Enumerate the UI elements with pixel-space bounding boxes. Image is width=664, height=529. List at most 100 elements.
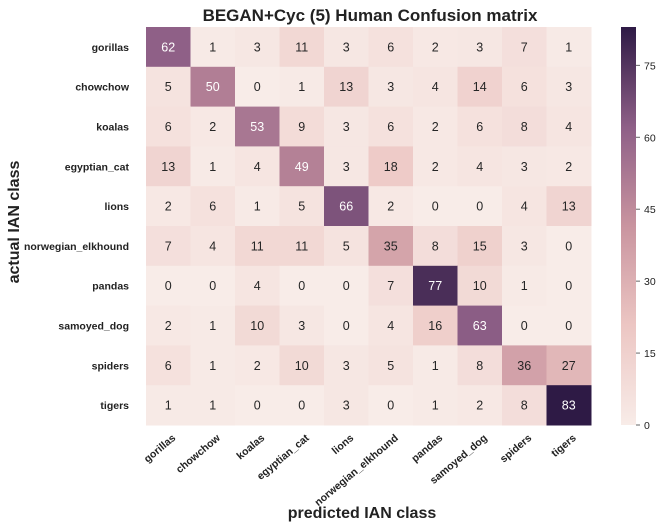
cell-value-label: 1 [209, 40, 216, 54]
heatmap-cell [190, 106, 236, 147]
heatmap-cell [457, 305, 503, 346]
heatmap-cell [457, 186, 503, 227]
heatmap-cell [502, 226, 547, 267]
heatmap-cell [457, 106, 503, 147]
cell-value-label: 6 [209, 200, 216, 214]
heatmap-cell [190, 385, 236, 426]
cell-value-label: 2 [432, 40, 439, 54]
heatmap-cell [146, 345, 191, 386]
heatmap-cell [279, 265, 325, 307]
cell-value-label: 36 [517, 359, 531, 373]
heatmap-cell [368, 66, 414, 108]
cell-value-label: 3 [254, 40, 261, 54]
cell-value-label: 1 [165, 399, 172, 413]
heatmap-cell [457, 226, 503, 267]
cell-value-label: 1 [432, 399, 439, 413]
cell-value-label: 10 [250, 319, 264, 333]
heatmap-cell [146, 106, 191, 147]
heatmap-cell [546, 27, 592, 68]
heatmap-cell [457, 345, 503, 386]
cell-value-label: 6 [387, 120, 394, 134]
y-tick-label: spiders [92, 360, 130, 372]
cell-value-label: 3 [343, 160, 350, 174]
heatmap-cell [368, 106, 414, 147]
cell-value-label: 0 [565, 319, 572, 333]
cell-value-label: 9 [298, 120, 305, 134]
cell-value-label: 50 [206, 80, 220, 94]
heatmap-cell [190, 186, 236, 227]
y-axis-label: actual IAN class [6, 161, 23, 284]
x-tick-label: norwegian_elkhound [313, 432, 401, 509]
cell-value-label: 8 [521, 120, 528, 134]
heatmap-cell [146, 305, 191, 346]
cell-value-label: 16 [428, 319, 442, 333]
y-tick-label: norwegian_elkhound [24, 241, 129, 253]
cell-value-label: 7 [521, 40, 528, 54]
cell-value-label: 0 [432, 200, 439, 214]
y-tick-label: samoyed_dog [58, 321, 129, 333]
x-axis-label: predicted IAN class [288, 505, 437, 522]
cell-value-label: 3 [521, 239, 528, 253]
cell-value-label: 8 [476, 359, 483, 373]
heatmap-cell [235, 66, 280, 108]
cell-value-label: 0 [254, 399, 261, 413]
cell-value-label: 2 [432, 160, 439, 174]
cell-value-label: 1 [521, 279, 528, 293]
heatmap-cell [413, 27, 458, 68]
cell-value-label: 4 [432, 80, 439, 94]
heatmap-cell [279, 385, 325, 426]
heatmap-cell [146, 385, 191, 426]
cell-value-label: 3 [343, 120, 350, 134]
heatmap-cell [413, 146, 458, 187]
cell-value-label: 4 [565, 120, 572, 134]
heatmap-cell [502, 106, 547, 147]
heatmap-cell [502, 27, 547, 68]
heatmap-cell [235, 27, 280, 68]
cell-value-label: 3 [387, 80, 394, 94]
heatmap-cell [413, 226, 458, 267]
heatmap-cell [146, 27, 191, 68]
heatmap-cell [457, 66, 503, 108]
heatmap-cell [457, 146, 503, 187]
heatmap-cell [546, 265, 592, 307]
x-tick-label: gorillas [142, 432, 178, 465]
colorbar-tick-label: 30 [644, 276, 656, 288]
heatmap-cell [546, 66, 592, 108]
heatmap-cell [279, 186, 325, 227]
heatmap-cell [368, 27, 414, 68]
colorbar-ticks: 0 15 30 45 60 75 [636, 60, 656, 432]
heatmap-cell [502, 66, 547, 108]
heatmap-cell [413, 385, 458, 426]
cell-value-label: 7 [387, 279, 394, 293]
heatmap-cell [324, 265, 369, 307]
heatmap-cell [457, 265, 503, 307]
cell-value-label: 0 [387, 399, 394, 413]
cell-value-label: 3 [476, 40, 483, 54]
heatmap-cell [502, 146, 547, 187]
cell-value-label: 8 [521, 399, 528, 413]
cell-value-label: 1 [298, 80, 305, 94]
heatmap-cell [368, 345, 414, 386]
heatmap-cell [413, 66, 458, 108]
heatmap-cell [146, 186, 191, 227]
heatmap-cell [279, 106, 325, 147]
heatmap-cell [324, 66, 369, 108]
x-tick-label: koalas [234, 432, 267, 462]
heatmap-cell [413, 345, 458, 386]
cell-value-label: 2 [387, 200, 394, 214]
cell-value-label: 6 [476, 120, 483, 134]
heatmap-cell [368, 226, 414, 267]
heatmap-cell [190, 345, 236, 386]
cell-value-label: 2 [432, 120, 439, 134]
cell-value-label: 13 [339, 80, 353, 94]
x-tick-label: pandas [409, 432, 445, 465]
colorbar-gradient [621, 27, 636, 425]
heatmap-cell [502, 345, 547, 386]
cell-value-label: 10 [473, 279, 487, 293]
cell-value-label: 49 [295, 160, 309, 174]
x-tick-label: tigers [549, 432, 579, 460]
heatmap-cell [190, 226, 236, 267]
cell-value-label: 3 [565, 80, 572, 94]
cell-value-label: 2 [165, 319, 172, 333]
cell-value-label: 3 [343, 399, 350, 413]
